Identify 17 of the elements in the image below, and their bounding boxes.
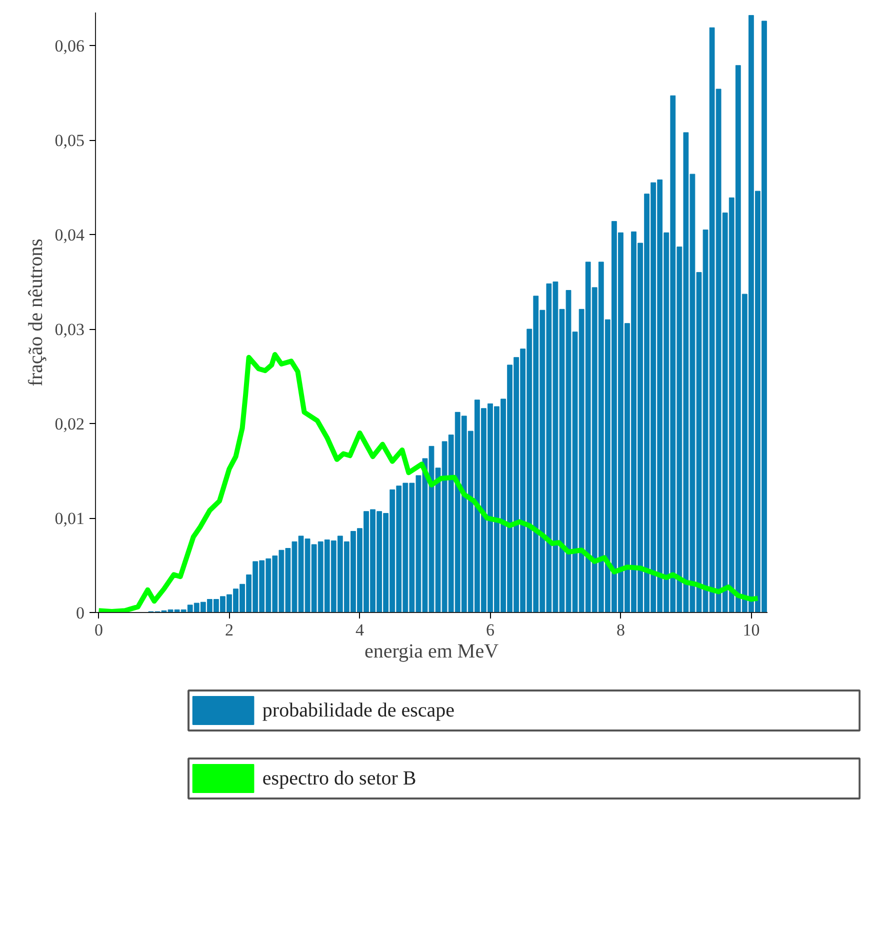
x-tick-label: 0 [94,620,104,640]
x-tick-label: 4 [355,620,364,640]
y-tick-label: 0,01 [54,509,84,528]
y-axis-title: fração de nêutrons [24,238,47,386]
y-tick-label: 0,03 [54,320,84,340]
legend-label: espectro do setor B [262,768,416,790]
y-tick-label: 0,02 [54,414,84,434]
x-axis-title: energia em MeV [364,640,500,662]
x-tick-label: 6 [486,620,494,640]
y-tick-label: 0 [76,604,84,622]
x-tick-label: 2 [225,620,234,640]
legend-label: probabilidade de escape [262,700,455,722]
y-tick-label: 0,04 [54,226,85,245]
x-tick-label: 8 [616,620,625,640]
x-tick-label: 10 [742,620,760,640]
y-tick-label: 0,06 [54,36,84,56]
y-tick-label: 0,05 [54,131,84,150]
